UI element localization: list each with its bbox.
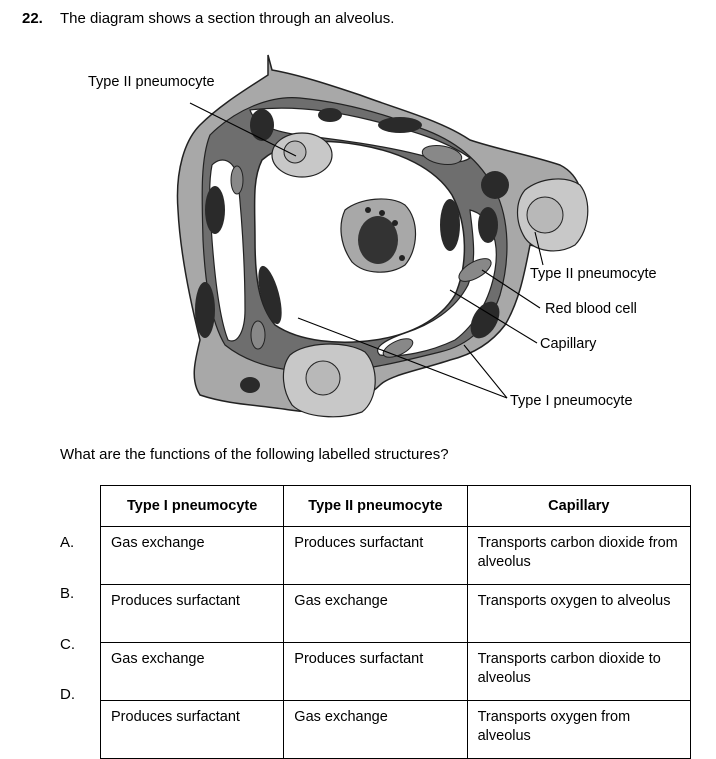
- red-blood-cell: [382, 338, 414, 358]
- wall-nucleus: [258, 265, 282, 325]
- label-capillary: Capillary: [540, 336, 597, 352]
- alveolus-diagram: Type II pneumocyte Type II pneumocyte Re…: [88, 54, 657, 418]
- label-type2-top: Type II pneumocyte: [88, 74, 215, 90]
- table-row-d[interactable]: Produces surfactant Gas exchange Transpo…: [99, 700, 692, 759]
- cell: Transports oxygen from alveolus: [466, 700, 692, 759]
- cell: Transports carbon dioxide to alveolus: [466, 642, 692, 701]
- red-blood-cell: [421, 144, 463, 166]
- cell: Gas exchange: [283, 700, 468, 759]
- label-type2-right: Type II pneumocyte: [530, 266, 657, 282]
- cell: Transports carbon dioxide from alveolus: [466, 526, 692, 585]
- option-letter-d[interactable]: D.: [60, 686, 75, 703]
- cell: Produces surfactant: [99, 584, 285, 643]
- question-number: 22.: [22, 10, 43, 27]
- cell: Produces surfactant: [283, 642, 468, 701]
- table-row-a[interactable]: Gas exchange Produces surfactant Transpo…: [99, 526, 692, 585]
- red-blood-cell: [230, 165, 244, 195]
- cell: Produces surfactant: [283, 526, 468, 585]
- cell: Produces surfactant: [99, 700, 285, 759]
- label-red-blood-cell: Red blood cell: [545, 301, 637, 317]
- header-type2: Type II pneumocyte: [283, 485, 468, 527]
- capillary-channel-right: [377, 209, 497, 357]
- wall-nucleus: [440, 199, 460, 251]
- red-blood-cell: [458, 258, 492, 282]
- wall-nucleus: [481, 171, 509, 199]
- question-text: The diagram shows a section through an a…: [60, 10, 395, 27]
- header-type1: Type I pneumocyte: [99, 485, 285, 527]
- option-letter-b[interactable]: B.: [60, 585, 75, 602]
- cell: Gas exchange: [99, 526, 285, 585]
- cell: Gas exchange: [99, 642, 285, 701]
- option-letter-c[interactable]: C.: [60, 636, 75, 653]
- question-prompt: What are the functions of the following …: [60, 446, 449, 463]
- cell: Gas exchange: [283, 584, 468, 643]
- wall-nucleus: [195, 282, 215, 338]
- wall-nucleus: [318, 108, 342, 122]
- cell: Transports oxygen to alveolus: [466, 584, 692, 643]
- central-cell-nucleus: [358, 216, 398, 264]
- table-row-b[interactable]: Produces surfactant Gas exchange Transpo…: [99, 584, 692, 643]
- header-capillary: Capillary: [466, 485, 692, 527]
- red-blood-cell: [250, 320, 266, 350]
- options-table: Type I pneumocyte Type II pneumocyte Cap…: [99, 485, 692, 759]
- table-row-c[interactable]: Gas exchange Produces surfactant Transpo…: [99, 642, 692, 701]
- wall-nucleus: [378, 117, 422, 133]
- wall-nucleus: [240, 377, 260, 393]
- wall-nucleus: [470, 301, 500, 339]
- table-header-row: Type I pneumocyte Type II pneumocyte Cap…: [99, 485, 692, 527]
- label-type1: Type I pneumocyte: [510, 393, 633, 409]
- wall-nucleus: [250, 109, 274, 141]
- option-letter-a[interactable]: A.: [60, 534, 75, 551]
- wall-nucleus: [478, 207, 498, 243]
- wall-nucleus: [205, 186, 225, 234]
